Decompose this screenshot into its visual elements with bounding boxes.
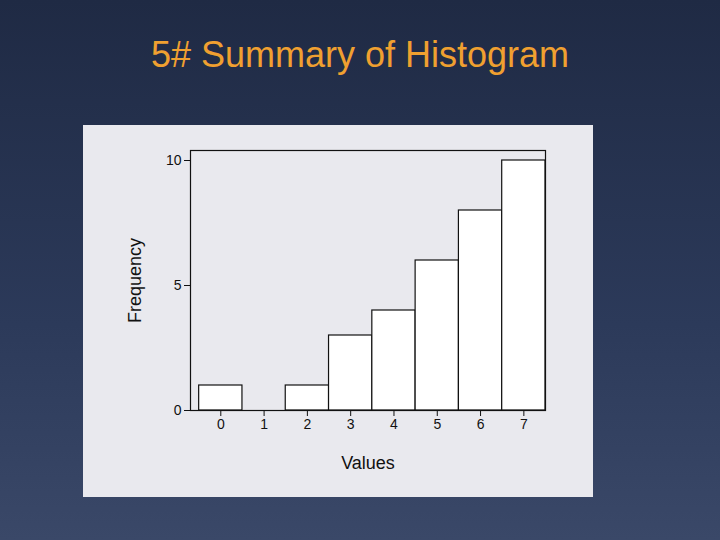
svg-text:Frequency: Frequency [125, 238, 145, 323]
html-text:5# Summary of Histogram: 5# Summary of Histogram [150, 34, 570, 75]
svg-text:10: 10 [166, 152, 182, 168]
svg-text:6: 6 [477, 416, 485, 432]
svg-text:7: 7 [520, 416, 528, 432]
svg-text:5: 5 [433, 416, 441, 432]
svg-text:4: 4 [390, 416, 398, 432]
svg-text:1: 1 [260, 416, 268, 432]
svg-text:5: 5 [174, 277, 182, 293]
svg-text:3: 3 [347, 416, 355, 432]
svg-text:0: 0 [217, 416, 225, 432]
svg-text:0: 0 [174, 402, 182, 418]
svg-text:2: 2 [303, 416, 311, 432]
svg-text:Values: Values [341, 453, 395, 473]
